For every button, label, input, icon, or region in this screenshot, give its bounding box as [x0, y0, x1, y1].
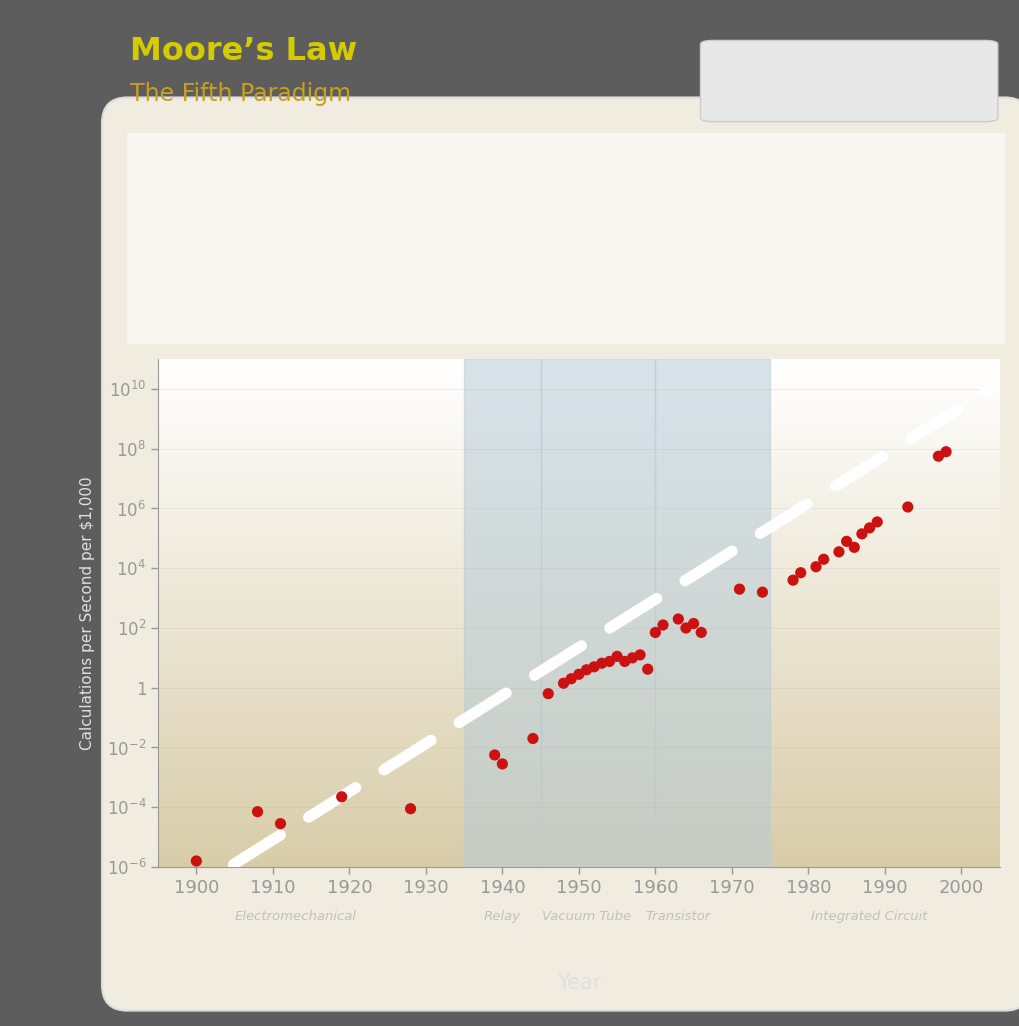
Point [693, 624, 709, 640]
Point [608, 648, 625, 665]
Point [807, 558, 823, 575]
Text: Integrated Circuit: Integrated Circuit [810, 910, 927, 923]
Text: Moore’s Law: Moore’s Law [129, 36, 357, 67]
Point [669, 610, 686, 627]
Point [853, 525, 869, 542]
Text: Transistor: Transistor [645, 910, 710, 923]
Point [333, 789, 350, 805]
Y-axis label: Calculations per Second per $1,000: Calculations per Second per $1,000 [81, 476, 96, 750]
Text: Logarithmic Plot: Logarithmic Plot [775, 72, 921, 90]
Point [646, 624, 662, 640]
Point [838, 534, 854, 550]
Point [792, 564, 808, 581]
Point [639, 661, 655, 677]
Point [624, 649, 640, 666]
Point [189, 853, 205, 869]
Point [272, 816, 288, 832]
Text: The Fifth Paradigm: The Fifth Paradigm [129, 82, 351, 106]
Point [846, 539, 862, 555]
Text: Vacuum Tube: Vacuum Tube [541, 910, 631, 923]
Point [929, 448, 946, 465]
Point [868, 514, 884, 530]
Point [731, 581, 747, 597]
Point [677, 620, 693, 636]
Text: Relay: Relay [483, 910, 521, 923]
Point [860, 520, 876, 537]
Point [486, 747, 502, 763]
Point [570, 666, 586, 682]
Text: Electromechanical: Electromechanical [234, 910, 357, 923]
Point [554, 675, 571, 692]
Point [524, 731, 540, 747]
Point [616, 654, 633, 670]
Point [401, 800, 418, 817]
Point [540, 685, 556, 702]
Point [829, 544, 846, 560]
Point [654, 617, 671, 633]
Point [593, 655, 609, 671]
Point [685, 616, 701, 632]
Point [784, 571, 800, 588]
Point [814, 551, 830, 567]
Point [899, 499, 915, 515]
Point [600, 654, 616, 670]
Point [249, 803, 265, 820]
Point [493, 756, 510, 773]
Point [753, 584, 769, 600]
Point [585, 659, 601, 675]
Point [562, 671, 579, 687]
FancyBboxPatch shape [700, 40, 997, 122]
X-axis label: Year: Year [556, 974, 600, 993]
Point [936, 443, 953, 460]
Point [631, 646, 647, 663]
Point [578, 662, 594, 678]
